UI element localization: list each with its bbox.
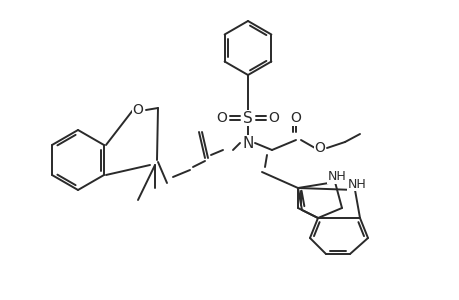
Text: NH: NH <box>327 170 346 184</box>
Text: S: S <box>243 110 252 125</box>
Text: O: O <box>216 111 227 125</box>
Text: O: O <box>314 141 325 155</box>
Text: O: O <box>268 111 279 125</box>
Text: O: O <box>290 111 301 125</box>
Text: O: O <box>132 103 143 117</box>
Text: N: N <box>242 136 253 151</box>
Text: NH: NH <box>347 178 365 190</box>
